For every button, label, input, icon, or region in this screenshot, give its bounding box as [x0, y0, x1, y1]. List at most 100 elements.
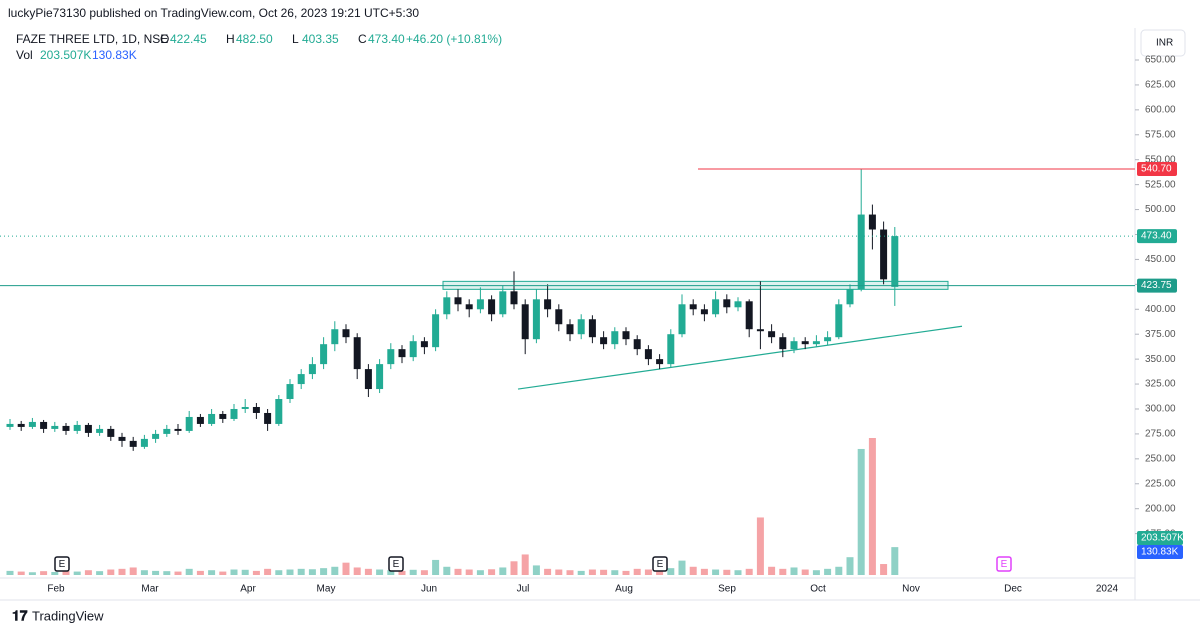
y-tick-label: 650.00	[1145, 55, 1176, 66]
candle-body	[364, 369, 372, 390]
price-tag-label: 473.40	[1141, 231, 1172, 242]
y-tick-label: 575.00	[1145, 129, 1176, 140]
candle-body	[96, 428, 104, 433]
volume-bar	[320, 568, 328, 575]
candle-body	[689, 304, 697, 310]
candle-body	[891, 236, 899, 287]
y-tick-label: 500.00	[1145, 204, 1176, 215]
candle-body	[779, 337, 787, 350]
volume-bar	[286, 569, 294, 575]
candle-body	[420, 341, 428, 348]
y-tick-label: 525.00	[1145, 179, 1176, 190]
y-tick-label: 300.00	[1145, 404, 1176, 415]
y-tick-label: 275.00	[1145, 429, 1176, 440]
y-tick-label: 225.00	[1145, 478, 1176, 489]
volume-bar	[510, 561, 518, 575]
candle-body	[600, 337, 608, 345]
volume-bar	[846, 557, 854, 575]
volume-bar	[779, 568, 787, 575]
legend-value: 482.50	[236, 32, 273, 46]
volume-bar	[880, 564, 888, 575]
candle-body	[521, 304, 529, 340]
candle-body	[588, 319, 596, 338]
earnings-marker	[388, 556, 404, 572]
candle-body	[185, 416, 193, 431]
candle-body	[118, 436, 126, 441]
candle-body	[812, 341, 820, 345]
volume-bar	[700, 568, 708, 575]
legend-change: +46.20 (+10.81%)	[406, 32, 502, 46]
earnings-label: E	[393, 559, 400, 570]
volume-bar	[689, 566, 697, 575]
candle-body	[824, 337, 832, 342]
x-tick-label: Jul	[517, 584, 530, 595]
candle-body	[476, 299, 484, 310]
candle-body	[28, 421, 36, 427]
volume-bar	[622, 570, 630, 575]
volume-bar	[835, 566, 843, 575]
volume-bar	[712, 569, 720, 575]
volume-bar	[756, 517, 764, 575]
earnings-label: E	[1001, 559, 1008, 570]
currency-button[interactable]	[1140, 29, 1186, 57]
candle-body	[398, 349, 406, 358]
volume-bar	[96, 571, 104, 575]
volume-bar	[667, 568, 675, 575]
volume-bar	[734, 570, 742, 575]
volume-bar	[611, 570, 619, 575]
candle-body	[219, 413, 227, 419]
volume-bar	[857, 448, 865, 575]
volume-bar	[566, 570, 574, 575]
candle-body	[320, 344, 328, 365]
y-tick-label: 325.00	[1145, 379, 1176, 390]
candle-body	[342, 329, 350, 338]
volume-bar	[196, 570, 204, 575]
volume-bar	[376, 569, 384, 575]
volume-bar	[812, 570, 820, 575]
volume-bar	[107, 569, 115, 575]
earnings-marker	[652, 556, 668, 572]
candle-body	[544, 299, 552, 310]
volume-bar	[633, 568, 641, 575]
volume-bar	[331, 566, 339, 575]
x-tick-label: Dec	[1004, 584, 1022, 595]
candle-body	[790, 341, 798, 350]
volume-bar	[118, 568, 126, 575]
candle-body	[734, 301, 742, 308]
candle-body	[264, 412, 272, 424]
y-tick-label: 400.00	[1145, 304, 1176, 315]
vol-ma: 130.83K	[92, 48, 137, 62]
volume-bar	[644, 569, 652, 575]
volume-bar	[230, 569, 238, 575]
candle-body	[140, 438, 148, 447]
candle-body	[230, 408, 238, 419]
volume-bar	[454, 568, 462, 575]
volume-bar	[577, 570, 585, 575]
legend-value: 422.45	[170, 32, 207, 46]
candle-body	[241, 406, 249, 409]
candle-body	[465, 304, 473, 310]
y-tick-label: 200.00	[1145, 503, 1176, 514]
candle-body	[152, 433, 160, 439]
volume-bar	[398, 570, 406, 575]
x-tick-label: Jun	[421, 584, 437, 595]
earnings-label: E	[59, 559, 66, 570]
currency[interactable]: INR	[1156, 38, 1173, 49]
volume-bar	[768, 566, 776, 575]
candle-body	[387, 349, 395, 365]
volume-bar	[588, 569, 596, 575]
volume-bar	[264, 568, 272, 575]
y-tick-label: 550.00	[1145, 154, 1176, 165]
y-tick-label: 450.00	[1145, 254, 1176, 265]
candle-body	[667, 334, 675, 365]
volume-tag-label: 203.507K	[1141, 533, 1184, 544]
candle-body	[275, 399, 283, 424]
price-tag	[1137, 229, 1177, 244]
volume-bar	[252, 570, 260, 575]
volume-bar	[476, 570, 484, 575]
volume-bar	[6, 570, 14, 575]
candle-body	[801, 341, 809, 345]
volume-bar	[28, 572, 36, 575]
candle-body	[723, 299, 731, 308]
